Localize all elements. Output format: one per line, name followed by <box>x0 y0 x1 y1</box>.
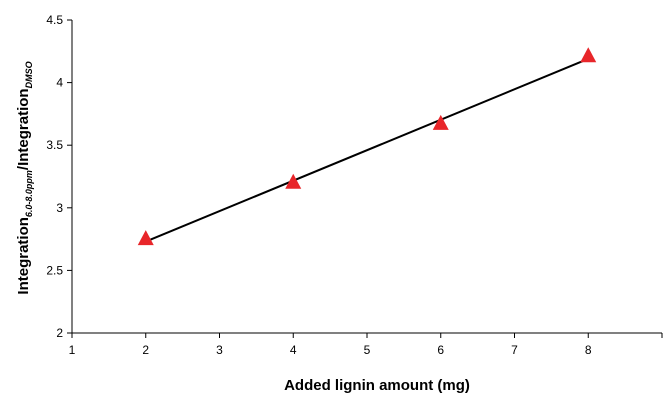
x-tick-label: 3 <box>216 343 223 357</box>
x-tick-labels: 1 2 3 4 5 6 7 8 <box>69 343 592 357</box>
data-point <box>137 230 154 246</box>
y-axis-title-main: Integration <box>15 217 32 295</box>
y-tick-label: 3 <box>56 201 63 215</box>
y-tick-label: 3.5 <box>46 138 63 152</box>
x-axis-title: Added lignin amount (mg) <box>284 377 470 394</box>
x-tick-label: 7 <box>511 343 518 357</box>
data-point <box>432 114 449 130</box>
y-tick-labels: 2 2.5 3 3.5 4 4.5 <box>46 13 63 340</box>
trendline-layer <box>145 57 589 243</box>
y-axis-title-sep: /Integration <box>15 88 32 170</box>
y-tick-label: 2 <box>56 326 63 340</box>
x-tick-label: 2 <box>142 343 149 357</box>
axes <box>67 19 663 338</box>
data-points <box>137 47 597 246</box>
x-tick-label: 1 <box>69 343 76 357</box>
data-point <box>580 47 597 63</box>
y-axis-title: Integration6.0-8.0ppm/IntegrationDMSO <box>15 61 34 294</box>
x-tick-label: 6 <box>437 343 444 357</box>
y-tick-label: 4 <box>56 76 63 90</box>
x-tick-label: 5 <box>364 343 371 357</box>
trendline <box>145 57 589 243</box>
y-tick-label: 2.5 <box>46 263 63 277</box>
data-point <box>285 173 302 189</box>
x-tick-label: 4 <box>290 343 297 357</box>
y-axis-title-sub1: 6.0-8.0ppm <box>24 170 34 217</box>
y-tick-label: 4.5 <box>46 13 63 27</box>
y-axis-title-sub2: DMSO <box>24 61 34 88</box>
x-tick-label: 8 <box>585 343 592 357</box>
